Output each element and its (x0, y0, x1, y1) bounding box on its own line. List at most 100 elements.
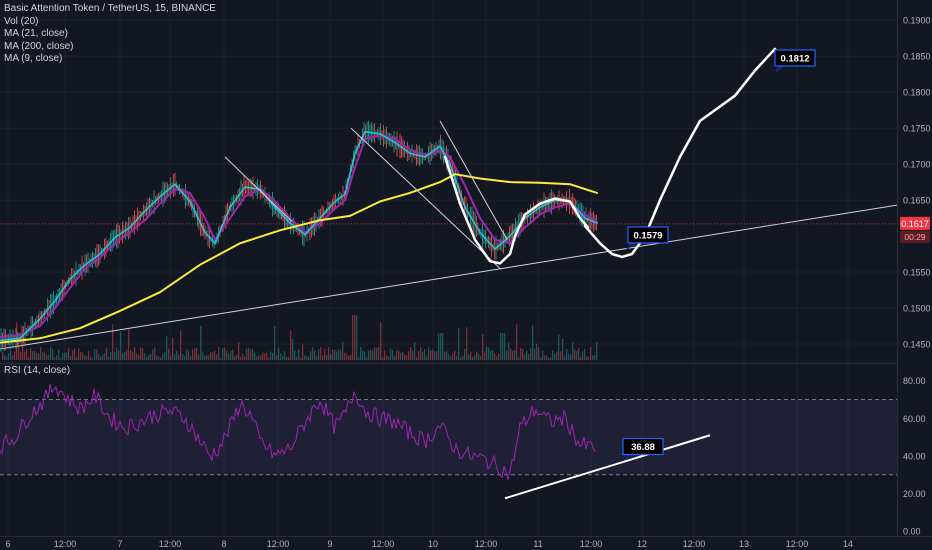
volume-bar (446, 351, 448, 360)
time-tick-label: 12:00 (683, 539, 706, 549)
price-callout-1-box (627, 226, 669, 244)
volume-bar (518, 356, 520, 360)
volume-bar (38, 353, 40, 360)
volume-bar (134, 346, 136, 360)
volume-bar (548, 357, 550, 360)
volume-bar (40, 347, 42, 360)
indicator-vol[interactable]: Vol (20) (4, 15, 39, 27)
volume-bar (268, 357, 270, 360)
rsi-tick-label: 40.00 (903, 451, 926, 461)
time-tick-label: 12:00 (786, 539, 809, 549)
volume-bar (298, 349, 300, 360)
volume-bar (4, 355, 6, 360)
volume-bar (402, 351, 404, 360)
volume-bar (180, 330, 182, 360)
volume-bar (144, 353, 146, 360)
volume-bar (184, 356, 186, 360)
volume-bar (392, 350, 394, 360)
chart-legend: Basic Attention Token / TetherUS, 15, BI… (4, 3, 216, 66)
volume-bar (276, 355, 278, 360)
volume-bar (408, 351, 410, 360)
price-tick-label: 0.1500 (903, 304, 931, 314)
volume-bar (26, 349, 28, 360)
price-callout-0-pointer (775, 65, 785, 74)
indicator-ma21[interactable]: MA (21, close) (4, 28, 68, 39)
volume-bar (200, 325, 202, 360)
volume-bar (594, 354, 596, 360)
volume-bar (120, 331, 122, 360)
volume-bar (182, 353, 184, 360)
countdown-tag: 00:29 (900, 230, 930, 243)
volume-bar (152, 349, 154, 360)
volume-bar (576, 351, 578, 360)
time-tick-label: 12:00 (372, 539, 395, 549)
volume-bar (374, 347, 376, 360)
ma21-line (0, 134, 598, 338)
volume-bar (32, 350, 34, 360)
volume-bar (52, 349, 54, 360)
volume-bar (328, 347, 330, 360)
volume-bar (436, 351, 438, 360)
volume-bar (50, 346, 52, 360)
volume-bar (86, 356, 88, 360)
volume-bar (76, 356, 78, 360)
volume-bar (454, 350, 456, 360)
countdown-tag-bg (900, 230, 930, 243)
indicator-ma9[interactable]: MA (9, close) (4, 53, 63, 64)
indicator-ma200[interactable]: MA (200, close) (4, 40, 74, 52)
volume-bar (570, 354, 572, 360)
volume-bar (398, 350, 400, 360)
volume-bar (458, 327, 460, 360)
volume-bar (92, 357, 94, 360)
volume-bar (508, 342, 510, 360)
volume-bar (526, 350, 528, 360)
volume-bar (326, 354, 328, 360)
volume-bar (48, 354, 50, 360)
volume-bar (234, 356, 236, 360)
volume-bar (212, 352, 214, 360)
volume-bar (500, 333, 502, 360)
volume-bar (536, 343, 538, 360)
volume-bar (12, 355, 14, 360)
volume-bar (442, 333, 444, 360)
volume-bar (106, 347, 108, 360)
volume-bar (20, 351, 22, 360)
time-tick-label: 14 (843, 539, 853, 549)
volume-bar (190, 356, 192, 360)
volume-bar (310, 351, 312, 360)
volume-bar (132, 351, 134, 360)
volume-bar (468, 354, 470, 360)
volume-bar (146, 356, 148, 360)
volume-bar (504, 333, 506, 360)
volume-bar (432, 349, 434, 360)
volume-bar (194, 348, 196, 360)
volume-bar (590, 347, 592, 360)
volume-bar (304, 355, 306, 360)
volume-bar (404, 354, 406, 360)
volume-bar (556, 351, 558, 360)
volume-bar (428, 347, 430, 360)
drawn-line (224, 156, 293, 223)
volume-bar (270, 351, 272, 360)
price-trendline (0, 204, 898, 350)
volume-bar (412, 350, 414, 360)
volume-bar (456, 355, 458, 360)
volume-bar (220, 357, 222, 360)
rsi-title[interactable]: RSI (14, close) (4, 365, 71, 376)
rsi-tick-label: 20.00 (903, 489, 926, 499)
ma9-line (0, 130, 598, 342)
volume-bar (464, 348, 466, 360)
price-callout-0-label: 0.1812 (780, 53, 809, 64)
volume-bar (554, 353, 556, 360)
price-pane: 0.1812 0.1579 (0, 47, 898, 353)
volume-bar (580, 356, 582, 360)
volume-bar (362, 350, 364, 360)
volume-bar (376, 347, 378, 360)
volume-bar (588, 357, 590, 360)
volume-bar (68, 347, 70, 360)
volume-bar (528, 353, 530, 360)
volume-bar (224, 347, 226, 360)
volume-bar (80, 352, 82, 360)
